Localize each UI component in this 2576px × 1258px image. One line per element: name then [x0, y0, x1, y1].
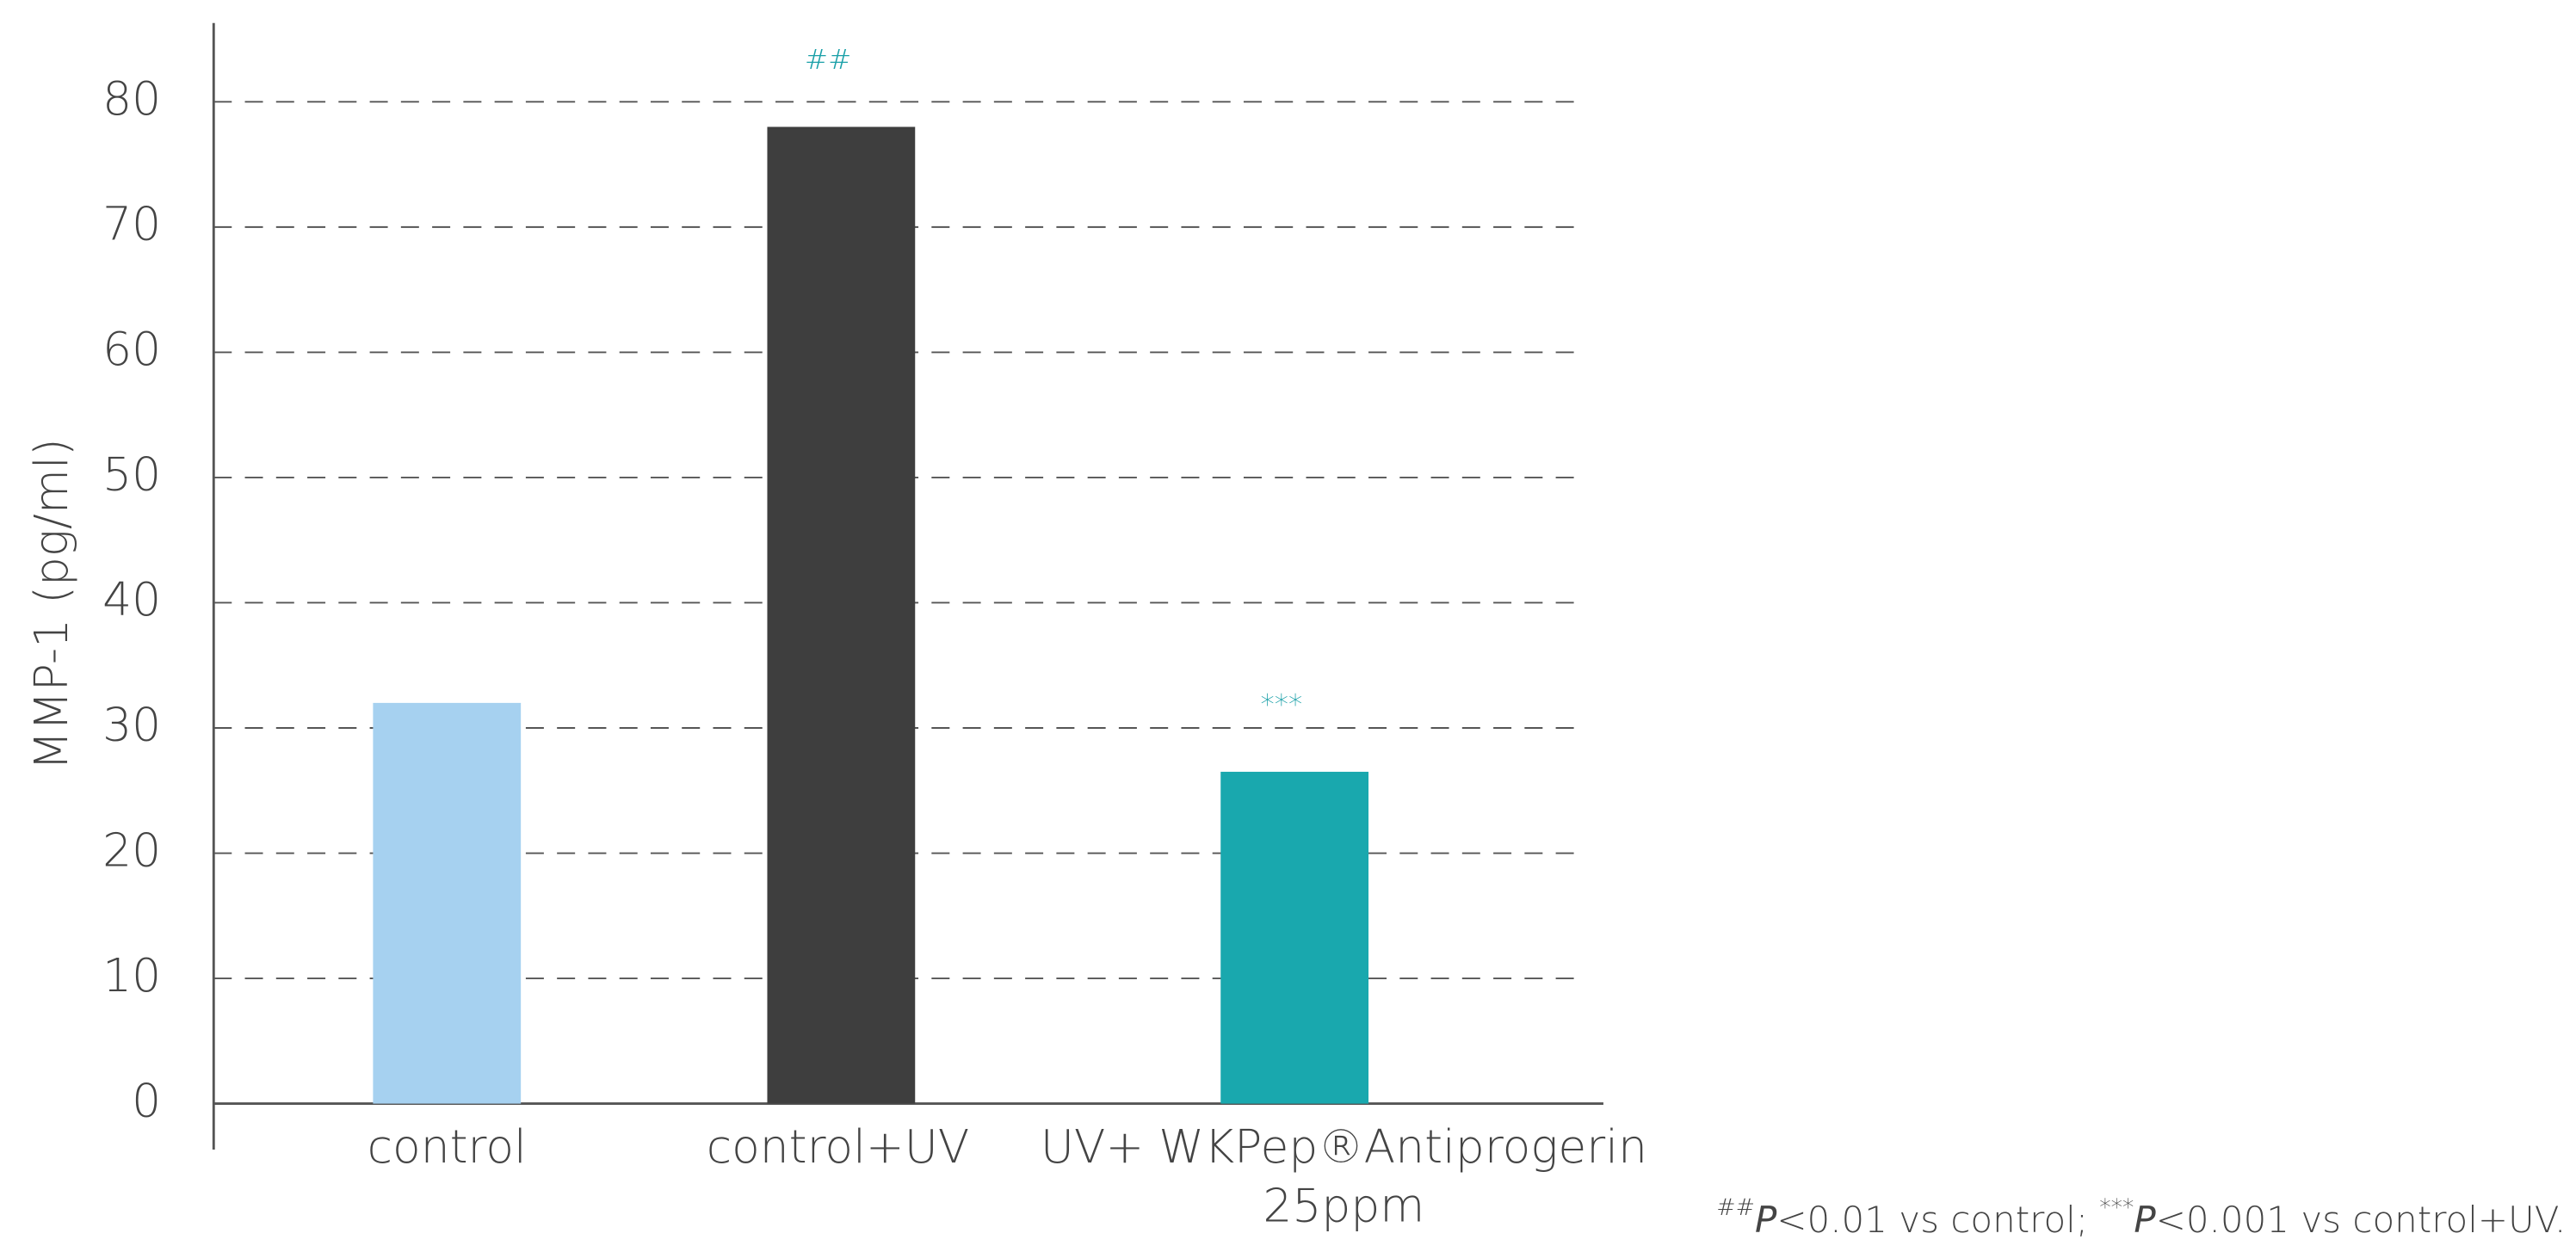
y-tick-label: 0 [132, 1073, 161, 1127]
y-tick-label: 80 [102, 71, 161, 126]
footnote-part: ## [1716, 1194, 1755, 1221]
x-tick-label: UV+ WKPep®Antiprogerin 25ppm [1041, 1119, 1647, 1233]
x-tick-label: control [368, 1119, 527, 1174]
footnote-part: P [2134, 1199, 2156, 1241]
footnote-part: *** [2099, 1194, 2134, 1221]
y-tick-label: 30 [102, 698, 161, 752]
footnote-part: <0.01 vs control; [1776, 1199, 2099, 1241]
bar [373, 702, 522, 1104]
x-tick-label: control+UV [707, 1119, 970, 1174]
y-tick-label: 60 [102, 322, 161, 376]
footnote-part: P [1755, 1199, 1777, 1241]
footnote-part: <0.001 vs control+UV. [2156, 1199, 2567, 1241]
footnote: ##P<0.01 vs control; ***P<0.001 vs contr… [1716, 1194, 2566, 1241]
bar [1220, 771, 1369, 1104]
significance-annotation: ## [805, 43, 851, 76]
bar [767, 126, 916, 1104]
y-axis-label: MMP-1 (pg/ml) [24, 438, 78, 770]
y-tick-label: 70 [102, 197, 161, 251]
y-tick-label: 10 [102, 948, 161, 1002]
y-tick-label: 20 [102, 823, 161, 877]
significance-annotation: *** [1261, 688, 1303, 721]
y-tick-label: 50 [102, 447, 161, 502]
y-tick-label: 40 [102, 572, 161, 626]
